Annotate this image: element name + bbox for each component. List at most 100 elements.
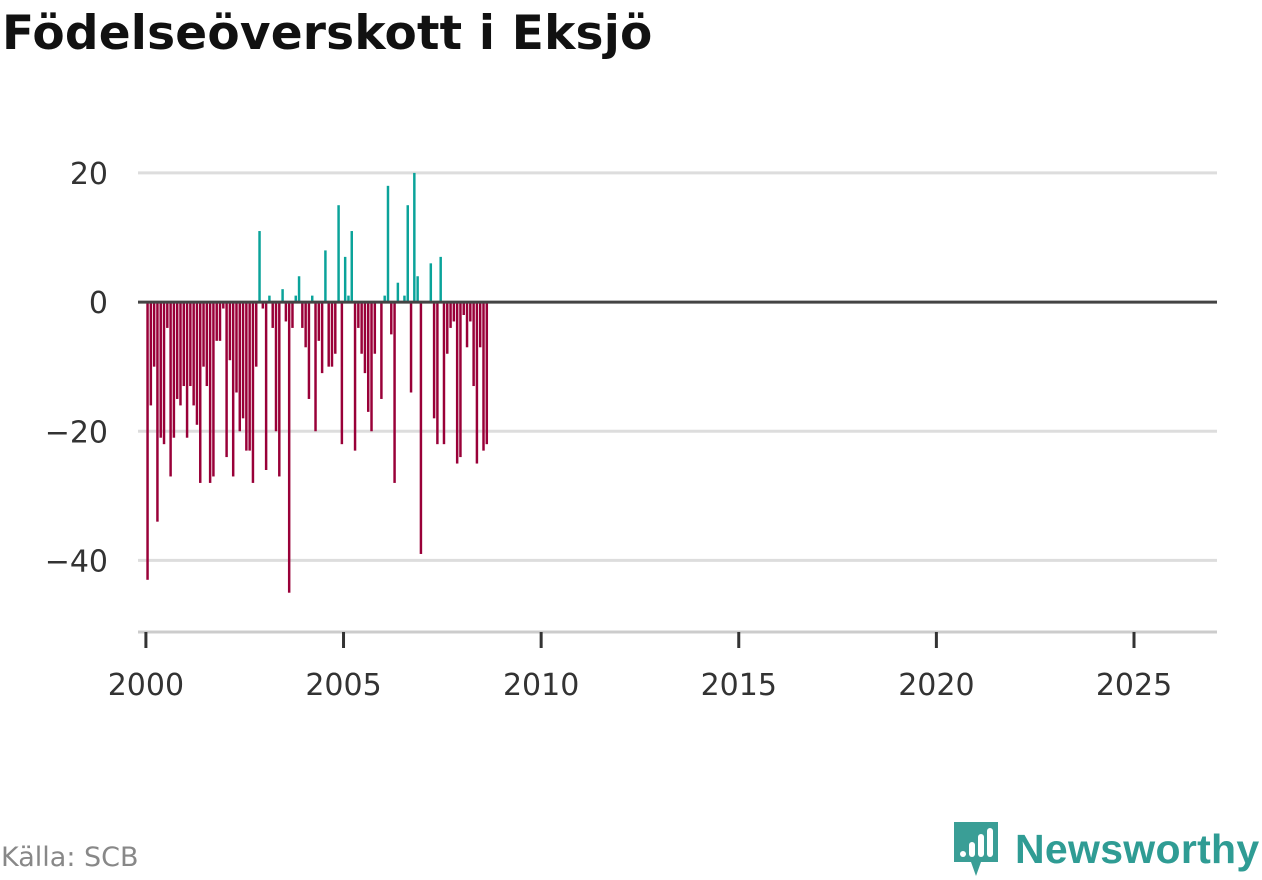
bar: [347, 295, 350, 303]
bar: [159, 302, 162, 438]
x-tick-label: 2010: [503, 668, 579, 703]
bar: [291, 302, 294, 328]
bar: [271, 302, 274, 328]
bar: [429, 263, 433, 303]
bar: [255, 302, 258, 367]
bar: [380, 302, 383, 399]
x-tick-label: 2000: [108, 668, 184, 703]
bar: [413, 172, 416, 303]
bar: [182, 302, 186, 387]
bar: [343, 256, 347, 303]
y-tick-label: −40: [45, 544, 108, 579]
bar: [297, 276, 301, 303]
bar: [390, 302, 393, 335]
bar: [231, 302, 235, 477]
bar: [310, 295, 314, 303]
bar: [442, 302, 446, 445]
chart-title: Födelseöverskott i Eksjö: [2, 6, 653, 61]
bar: [149, 302, 153, 406]
bar: [218, 302, 222, 341]
bar: [278, 302, 281, 477]
bar: [162, 302, 166, 445]
bar: [475, 302, 479, 464]
bar: [268, 295, 271, 303]
bar: [205, 302, 209, 387]
bar: [156, 302, 159, 522]
brand-name: Newsworthy: [1015, 825, 1260, 872]
bar: [455, 302, 459, 464]
bar: [208, 302, 212, 483]
bar: [403, 295, 406, 303]
bar: [360, 302, 363, 354]
bar: [478, 302, 482, 348]
bar: [199, 302, 202, 483]
bar: [241, 302, 245, 419]
x-tick-label: 2025: [1096, 668, 1172, 703]
bar: [185, 302, 189, 438]
bar: [238, 302, 242, 432]
bar: [251, 302, 255, 483]
y-axis-labels: 20 0 −20 −40: [45, 157, 108, 580]
bar: [485, 302, 489, 445]
bar: [179, 302, 182, 406]
bar: [330, 302, 334, 367]
bar: [172, 302, 176, 438]
bar: [222, 302, 225, 309]
bar: [258, 231, 261, 303]
brand-logo[interactable]: Newsworthy: [951, 818, 1260, 880]
bar: [432, 302, 436, 419]
bar: [202, 302, 205, 367]
bar: [146, 302, 149, 580]
bar: [449, 302, 452, 328]
bar: [215, 302, 218, 341]
bar: [225, 302, 228, 458]
source-label: Källa: SCB: [1, 842, 139, 873]
bar: [386, 185, 390, 303]
bar: [350, 231, 353, 303]
bar: [396, 282, 400, 303]
gridlines: [138, 171, 1217, 562]
bar: [472, 302, 475, 387]
bar: [363, 302, 367, 374]
bar: [264, 302, 268, 470]
bar: [294, 295, 298, 303]
bar: [314, 302, 317, 432]
bar: [287, 302, 291, 593]
bar: [169, 302, 172, 477]
bar: [462, 302, 465, 315]
bar: [465, 302, 469, 348]
bar: [334, 302, 337, 354]
bar: [393, 302, 396, 483]
bar: [469, 302, 472, 322]
bars: [146, 172, 489, 593]
x-tick-label: 2005: [305, 668, 381, 703]
bar: [245, 302, 248, 451]
bar: [320, 302, 324, 374]
bar: [409, 302, 413, 393]
x-tick-label: 2020: [898, 668, 974, 703]
bar: [439, 256, 442, 303]
bar: [284, 302, 288, 322]
bar: [436, 302, 439, 445]
x-tick-label: 2015: [701, 668, 777, 703]
bar: [274, 302, 278, 432]
x-axis: 2000 2005 2010 2015 2020 2025: [108, 630, 1217, 703]
bar: [482, 302, 485, 451]
bar: [189, 302, 192, 387]
bar: [281, 289, 284, 303]
bar: [366, 302, 370, 412]
bar: [324, 250, 327, 303]
bar: [235, 302, 238, 393]
bar: [459, 302, 462, 458]
bar: [212, 302, 215, 477]
y-tick-label: 20: [70, 157, 108, 192]
bar: [192, 302, 195, 406]
bar: [175, 302, 179, 399]
bar: [304, 302, 307, 348]
bar: [370, 302, 373, 432]
bar: [195, 302, 199, 425]
bar: [301, 302, 304, 328]
bar: [152, 302, 156, 367]
bar: [452, 302, 456, 322]
bar: [261, 302, 265, 309]
